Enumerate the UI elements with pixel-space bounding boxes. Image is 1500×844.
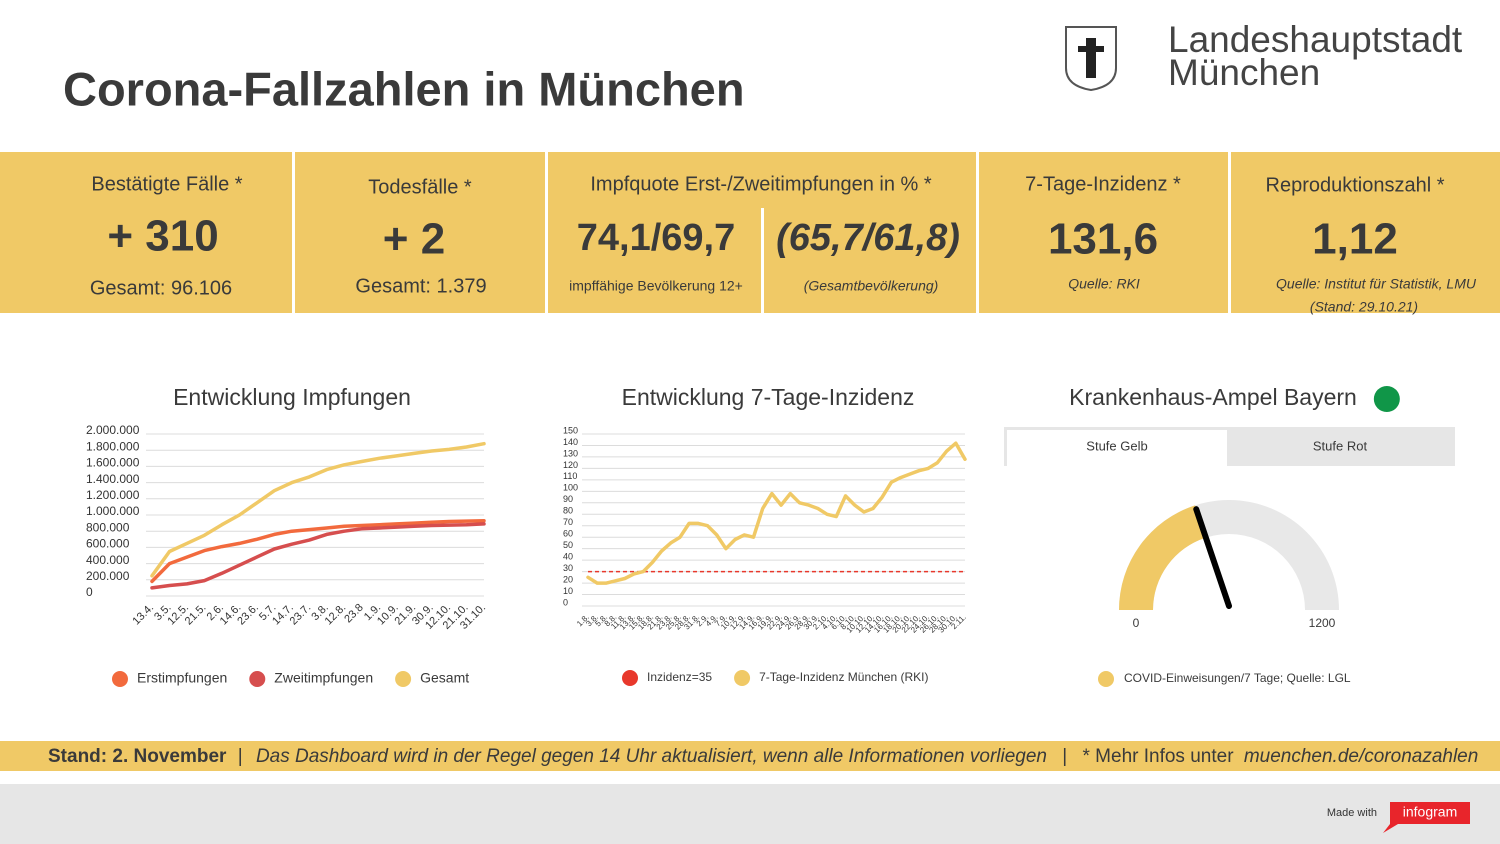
logo-text: Landeshauptstadt [1168,19,1463,60]
y-tick-label: 1.600.000 [86,456,140,470]
y-tick-label: 0 [563,597,568,607]
kpi-note: Quelle: Institut für Statistik, LMU [1276,276,1477,292]
legend-swatch [734,670,751,686]
legend-swatch [1098,671,1114,687]
kpi-note: Quelle: RKI [1068,276,1140,292]
y-tick-label: 20 [563,574,573,584]
tab-label[interactable]: Stufe Rot [1313,438,1368,453]
footer-date: Stand: 2. November [48,746,227,767]
y-tick-label: 130 [563,448,578,458]
legend-label: Inzidenz=35 [647,670,712,684]
status-indicator [1373,386,1400,412]
kpi-value: + 310 [107,212,218,261]
y-tick-label: 110 [563,471,577,481]
legend-swatch [622,670,638,686]
y-tick-label: 1.800.000 [86,439,140,453]
y-tick-label: 70 [563,517,573,527]
footer-more: * Mehr Infos unter [1083,746,1235,767]
footer-band [0,741,1500,771]
y-tick-label: 150 [563,425,578,435]
y-tick-label: 600.000 [86,537,130,551]
tab-label[interactable]: Stufe Gelb [1086,438,1147,453]
y-tick-label: 100 [563,483,578,493]
kpi-title: Bestätigte Fälle * [91,173,242,195]
y-tick-label: 0 [86,585,93,599]
kpi-value: + 2 [383,215,445,264]
legend-label: COVID-Einweisungen/7 Tage; Quelle: LGL [1124,671,1351,685]
brand-badge[interactable] [1383,802,1470,833]
kpi-title: 7-Tage-Inzidenz * [1025,173,1181,195]
series-line [150,522,486,590]
y-tick-label: 10 [563,586,573,596]
y-tick-label: 40 [563,552,573,562]
brand[interactable]: infogram [1403,804,1457,820]
kpi-band [0,152,1500,313]
tab[interactable] [1230,430,1450,466]
kpi-value: 131,6 [1048,215,1158,264]
y-tick-label: 50 [563,540,573,550]
kpi-value: 74,1/69,7 [577,217,735,259]
y-tick-label: 400.000 [86,553,130,567]
made-with: Made with [1327,807,1377,819]
chart-title: Krankenhaus-Ampel Bayern [1069,384,1357,410]
legend-label: Zweitimpfungen [274,670,373,686]
y-tick-label: 1.000.000 [86,504,140,518]
series-line [150,441,486,578]
kpi-note: (Gesamtbevölkerung) [804,278,939,294]
gauge-fill [1119,505,1206,610]
chart-title: Entwicklung Impfungen [173,384,411,410]
gauge-tick-label: 0 [1133,616,1140,630]
footer-text: Stand: 2. November | Das Dashboard wird … [48,746,1478,767]
y-tick-label: 1.200.000 [86,488,140,502]
footer-link[interactable]: muenchen.de/coronazahlen [1244,746,1479,767]
separator: | [1062,746,1067,767]
kpi-note: Gesamt: 1.379 [355,275,486,297]
y-tick-label: 120 [563,460,578,470]
footer-info: Das Dashboard wird in der Regel gegen 14… [256,746,1047,767]
kpi-title: Todesfälle * [368,176,472,198]
kpi-separators [292,152,1231,313]
legend-label: Gesamt [420,670,469,686]
y-tick-label: 30 [563,563,573,573]
gauge-needle [1193,506,1232,609]
chart-title: Entwicklung 7-Tage-Inzidenz [622,384,915,410]
legend-swatch [249,671,266,687]
y-tick-label: 200.000 [86,569,130,583]
y-tick-label: 80 [563,506,573,516]
y-tick-label: 800.000 [86,520,130,534]
legend-swatch [112,671,128,687]
separator: | [238,746,243,767]
kpi-value: (65,7/61,8) [776,217,960,259]
logo [1065,26,1117,92]
kpi-title: Impfquote Erst-/Zweitimpfungen in % * [590,173,931,195]
y-tick-label: 90 [563,494,573,504]
kpi-note: impffähige Bevölkerung 12+ [569,278,743,294]
y-tick-label: 60 [563,529,573,539]
bottom-bar [0,784,1500,844]
legend-label: 7-Tage-Inzidenz München (RKI) [759,670,928,684]
series-line [586,441,967,585]
kpi-title: Reproduktionszahl * [1266,174,1445,196]
page-title: Corona-Fallzahlen in München [63,62,745,115]
y-tick-label: 140 [563,437,578,447]
coat-figure [1078,38,1104,78]
legend-swatch [395,671,412,687]
logo-text: München [1168,52,1320,93]
series-line [150,518,486,584]
gauge-tick-label: 1200 [1309,616,1336,630]
kpi-value: 1,12 [1312,215,1398,264]
tab[interactable] [1007,430,1227,466]
kpi-note: (Stand: 29.10.21) [1310,299,1418,315]
y-tick-label: 2.000.000 [86,423,140,437]
legend-label: Erstimpfungen [137,670,227,686]
kpi-note: Gesamt: 96.106 [90,277,232,299]
y-tick-label: 1.400.000 [86,472,140,486]
